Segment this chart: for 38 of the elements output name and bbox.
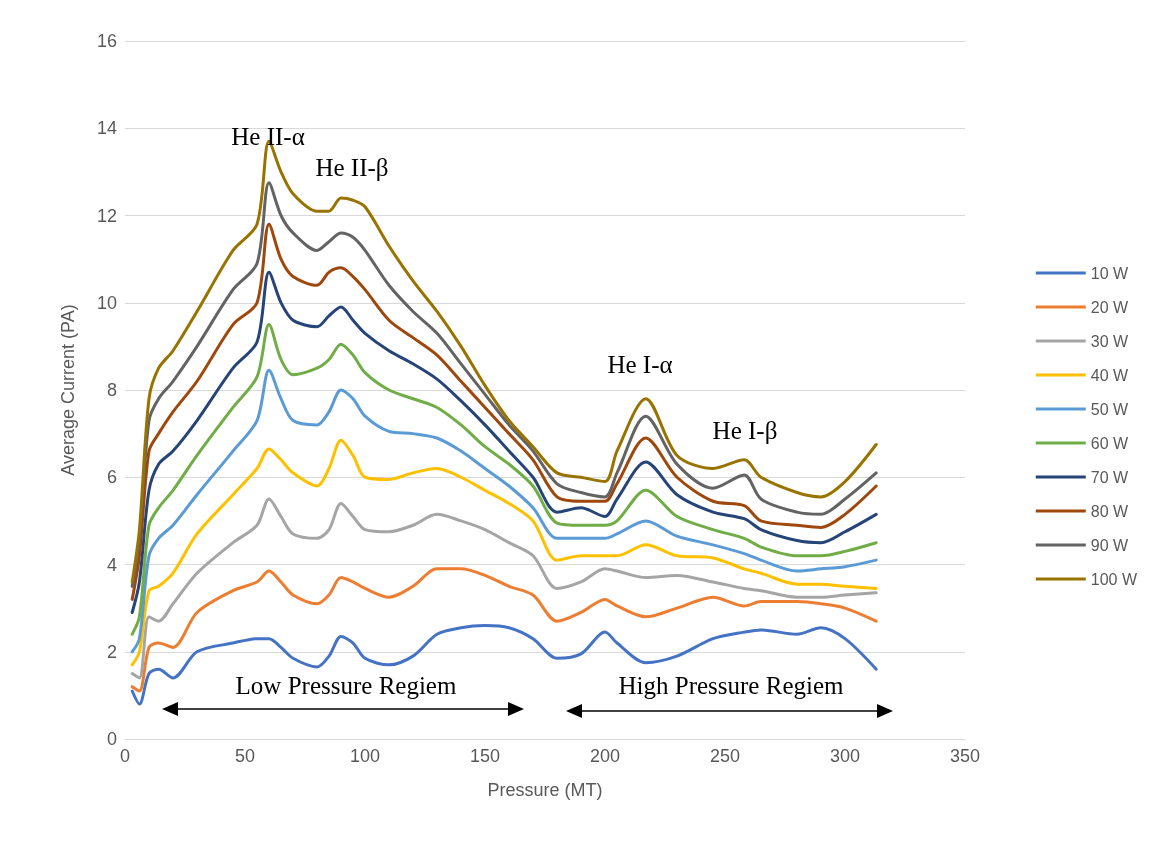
line-series — [130, 624, 878, 706]
x-axis-title: Pressure (MT) — [487, 780, 603, 800]
line-series — [130, 270, 878, 614]
x-tick-label: 100 — [349, 746, 381, 766]
annotation: He I-α — [607, 351, 673, 379]
legend-label: 20 W — [1090, 298, 1129, 316]
annotation: He II-β — [315, 154, 389, 182]
y-axis-title: Average Current (PA) — [58, 304, 78, 476]
legend-label: 30 W — [1090, 332, 1129, 350]
y-tick-label: 8 — [106, 380, 117, 400]
legend-label: 80 W — [1090, 502, 1129, 520]
annotation: High Pressure Regiem — [618, 672, 844, 700]
y-tick-label: 2 — [106, 641, 117, 662]
y-tick-label: 0 — [106, 729, 117, 749]
x-tick-label: 0 — [119, 746, 131, 766]
x-tick-label: 300 — [829, 746, 861, 766]
y-tick-label: 10 — [96, 292, 117, 313]
x-tick-label: 250 — [709, 746, 741, 766]
y-tick-label: 14 — [96, 118, 117, 139]
x-tick-label: 50 — [234, 746, 256, 766]
x-tick-label: 350 — [949, 746, 981, 766]
legend-label: 100 W — [1090, 570, 1138, 588]
x-tick-label: 200 — [589, 746, 621, 766]
annotation: He I-β — [712, 417, 778, 445]
legend-label: 60 W — [1090, 434, 1129, 452]
annotation: He II-α — [231, 123, 305, 151]
y-tick-label: 16 — [96, 31, 117, 51]
legend-label: 70 W — [1090, 468, 1129, 486]
legend-label: 40 W — [1090, 366, 1129, 384]
annotation: Low Pressure Regiem — [235, 672, 457, 700]
legend-label: 50 W — [1090, 400, 1129, 418]
legend-label: 10 W — [1090, 264, 1129, 282]
line-series — [130, 323, 878, 636]
legend-label: 90 W — [1090, 536, 1129, 554]
y-tick-label: 12 — [96, 205, 117, 226]
y-tick-label: 4 — [106, 554, 117, 575]
y-tick-label: 6 — [106, 467, 117, 488]
x-tick-label: 150 — [469, 746, 501, 766]
